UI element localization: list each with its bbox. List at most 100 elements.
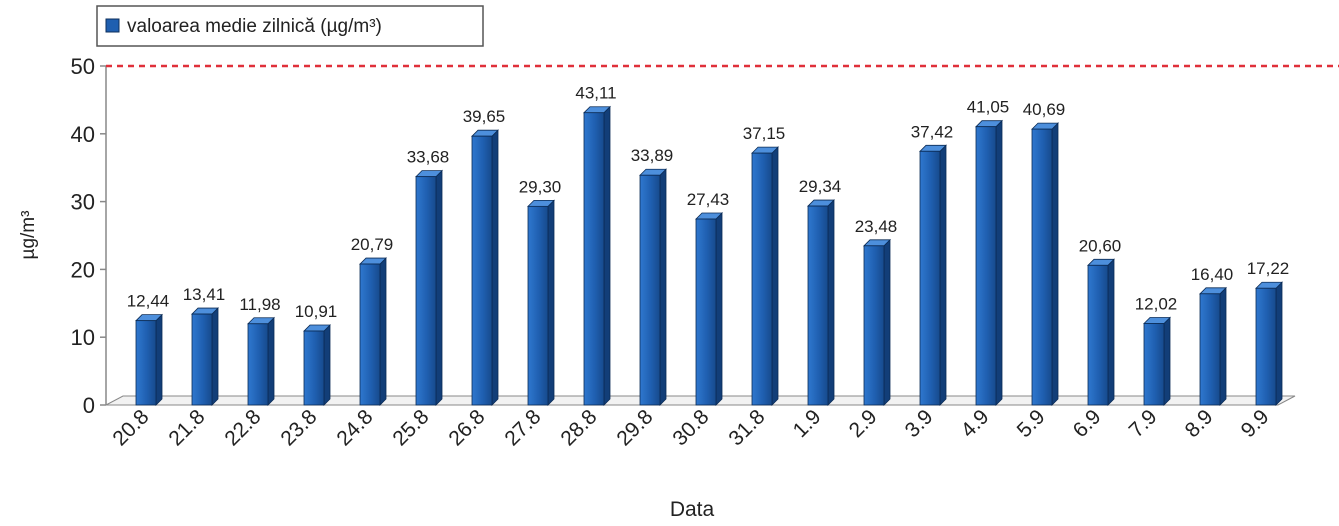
- bar-side: [211, 307, 219, 406]
- x-tick-label: 9.9: [1237, 405, 1274, 442]
- x-tick-label: 29.8: [612, 405, 657, 450]
- bar-side: [715, 212, 723, 406]
- bar-value-label: 27,43: [687, 190, 730, 209]
- x-tick-label: 25.8: [388, 405, 433, 450]
- bar: [975, 119, 1003, 406]
- bar-front: [583, 112, 605, 406]
- bar: [639, 168, 667, 406]
- bar-front: [1199, 293, 1221, 406]
- bar-front: [639, 174, 661, 406]
- bar: [1087, 258, 1115, 406]
- bar-value-label: 16,40: [1191, 265, 1234, 284]
- bar-side: [1163, 316, 1171, 406]
- legend-swatch: [105, 18, 120, 33]
- bar-side: [1107, 258, 1115, 406]
- bar-front: [415, 176, 437, 406]
- bar: [1199, 286, 1227, 406]
- x-tick-label: 1.9: [789, 405, 826, 442]
- bar-front: [135, 320, 157, 406]
- bar-value-label: 33,68: [407, 148, 450, 167]
- bar-side: [323, 324, 331, 406]
- bar-side: [547, 199, 555, 406]
- bar-side: [939, 144, 947, 406]
- bar-front: [975, 126, 997, 406]
- bar-front: [527, 205, 549, 406]
- bar-value-label: 39,65: [463, 107, 506, 126]
- bar-front: [303, 330, 325, 406]
- bar: [751, 146, 779, 406]
- bar: [359, 257, 387, 406]
- bar: [863, 238, 891, 406]
- bar-side: [659, 168, 667, 406]
- bar: [135, 313, 163, 406]
- bar-front: [1031, 128, 1053, 406]
- bar-front: [863, 245, 885, 406]
- x-tick-label: 21.8: [164, 405, 209, 450]
- bar-front: [695, 218, 717, 406]
- bar-side: [379, 257, 387, 406]
- bar: [303, 324, 331, 406]
- bar: [415, 169, 443, 406]
- y-axis-title: µg/m³: [18, 211, 39, 260]
- x-tick-label: 31.8: [724, 405, 769, 450]
- bar-value-label: 40,69: [1023, 100, 1066, 119]
- x-tick-label: 23.8: [276, 405, 321, 450]
- bar-side: [1051, 122, 1059, 406]
- x-tick-label: 4.9: [957, 405, 994, 442]
- x-tick-label: 20.8: [108, 405, 153, 450]
- bar-value-label: 41,05: [967, 98, 1010, 117]
- bar: [191, 307, 219, 406]
- bar-front: [191, 313, 213, 406]
- bar-value-label: 29,30: [519, 177, 562, 196]
- bar-side: [771, 146, 779, 406]
- bar: [527, 199, 555, 406]
- bar: [1031, 122, 1059, 406]
- bar-side: [995, 119, 1003, 406]
- bar: [919, 144, 947, 406]
- bar-side: [435, 169, 443, 406]
- bar-value-label: 12,44: [127, 292, 170, 311]
- bar-value-label: 13,41: [183, 285, 226, 304]
- bar-front: [1087, 264, 1109, 406]
- bar: [247, 316, 275, 406]
- bar: [1255, 281, 1283, 406]
- bar-front: [471, 135, 493, 406]
- bar-value-label: 12,02: [1135, 295, 1178, 314]
- x-tick-label: 5.9: [1013, 405, 1050, 442]
- bar-side: [827, 199, 835, 406]
- bar-value-label: 10,91: [295, 302, 338, 321]
- bar: [1143, 316, 1171, 406]
- bar-value-label: 37,15: [743, 124, 786, 143]
- bar-value-label: 17,22: [1247, 259, 1290, 278]
- x-tick-label: 26.8: [444, 405, 489, 450]
- bar-side: [1275, 281, 1283, 406]
- y-tick-label: 10: [71, 325, 95, 350]
- legend: valoarea medie zilnică (µg/m³): [96, 5, 484, 47]
- y-tick-label: 0: [83, 393, 95, 418]
- x-tick-label: 8.9: [1181, 405, 1218, 442]
- x-tick-label: 3.9: [901, 405, 938, 442]
- bar-value-label: 37,42: [911, 122, 954, 141]
- y-tick-label: 40: [71, 122, 95, 147]
- bar-front: [751, 152, 773, 406]
- bar-value-label: 20,60: [1079, 236, 1122, 255]
- x-tick-label: 7.9: [1125, 405, 1162, 442]
- x-tick-label: 6.9: [1069, 405, 1106, 442]
- x-tick-label: 24.8: [332, 405, 377, 450]
- bar-value-label: 43,11: [575, 84, 616, 103]
- bar-side: [603, 105, 611, 406]
- bar-front: [1143, 323, 1165, 406]
- bar-front: [247, 323, 269, 406]
- x-tick-label: 28.8: [556, 405, 601, 450]
- bar-value-label: 11,98: [239, 295, 280, 314]
- bar-front: [1255, 287, 1277, 406]
- y-tick-label: 50: [71, 54, 95, 79]
- x-tick-label: 2.9: [845, 405, 882, 442]
- bar-front: [807, 205, 829, 406]
- bar-side: [267, 316, 275, 406]
- bar-value-label: 23,48: [855, 217, 898, 236]
- bar-side: [155, 313, 163, 406]
- bar: [695, 212, 723, 406]
- x-tick-label: 22.8: [220, 405, 265, 450]
